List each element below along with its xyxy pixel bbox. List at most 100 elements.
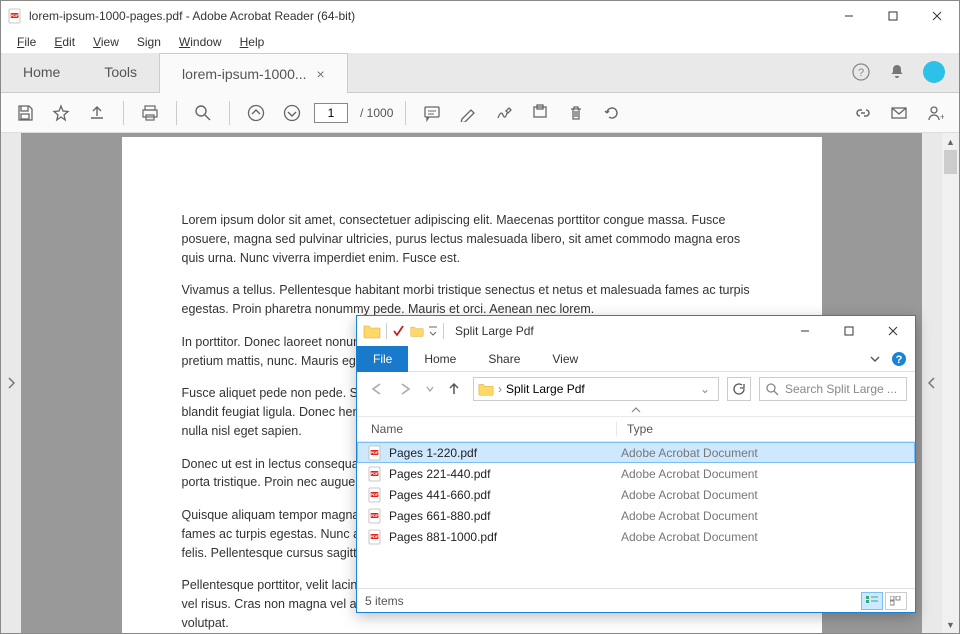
minimize-button[interactable]: [827, 1, 871, 31]
ribbon-help-icon[interactable]: ?: [891, 351, 907, 367]
upload-icon[interactable]: [83, 99, 111, 127]
window-title: lorem-ipsum-1000-pages.pdf - Adobe Acrob…: [29, 9, 827, 23]
scroll-up-icon[interactable]: ▲: [942, 133, 959, 150]
file-name: Pages 661-880.pdf: [389, 509, 621, 523]
titlebar: lorem-ipsum-1000-pages.pdf - Adobe Acrob…: [1, 1, 959, 31]
file-row[interactable]: Pages 661-880.pdfAdobe Acrobat Document: [357, 505, 915, 526]
file-type: Adobe Acrobat Document: [621, 530, 758, 544]
search-placeholder: Search Split Large ...: [785, 382, 897, 396]
menu-window[interactable]: Window: [171, 33, 230, 51]
file-name: Pages 221-440.pdf: [389, 467, 621, 481]
status-text: 5 items: [365, 594, 404, 608]
file-list: Pages 1-220.pdfAdobe Acrobat DocumentPag…: [357, 442, 915, 588]
search-icon: [766, 383, 779, 396]
status-bar: 5 items: [357, 588, 915, 612]
ribbon-file[interactable]: File: [357, 346, 408, 372]
address-dropdown-icon[interactable]: ⌄: [700, 382, 714, 396]
maximize-button[interactable]: [871, 1, 915, 31]
column-header: Name Type: [357, 416, 915, 442]
email-icon[interactable]: [885, 99, 913, 127]
qat-folder-icon[interactable]: [410, 324, 424, 338]
comment-icon[interactable]: [418, 99, 446, 127]
paragraph: Vivamus a tellus. Pellentesque habitant …: [182, 281, 762, 319]
refresh-button[interactable]: [727, 377, 751, 401]
close-button[interactable]: [915, 1, 959, 31]
search-box[interactable]: Search Split Large ...: [759, 377, 907, 401]
explorer-close-button[interactable]: [871, 316, 915, 346]
page-up-icon[interactable]: [242, 99, 270, 127]
vertical-scrollbar[interactable]: ▲ ▼: [942, 133, 959, 633]
file-type: Adobe Acrobat Document: [621, 467, 758, 481]
save-icon[interactable]: [11, 99, 39, 127]
avatar[interactable]: [923, 61, 945, 83]
pdf-icon: [367, 445, 383, 461]
nav-up-button[interactable]: [443, 378, 465, 400]
tab-tools[interactable]: Tools: [82, 52, 159, 92]
folder-icon: [363, 322, 381, 340]
svg-text:?: ?: [896, 354, 903, 366]
bell-icon[interactable]: [887, 62, 907, 82]
nav-history-icon[interactable]: [425, 384, 435, 394]
help-icon[interactable]: ?: [851, 62, 871, 82]
tab-close-icon[interactable]: ×: [317, 66, 325, 82]
pdf-icon: [367, 529, 383, 545]
nav-back-button[interactable]: [365, 378, 387, 400]
stamp-icon[interactable]: [526, 99, 554, 127]
qat-check-icon[interactable]: [392, 324, 406, 338]
scroll-down-icon[interactable]: ▼: [942, 616, 959, 633]
page-number-input[interactable]: [314, 103, 348, 123]
view-icons-button[interactable]: [885, 592, 907, 610]
ribbon-view[interactable]: View: [536, 346, 594, 372]
column-name[interactable]: Name: [357, 422, 617, 436]
file-row[interactable]: Pages 881-1000.pdfAdobe Acrobat Document: [357, 526, 915, 547]
file-name: Pages 1-220.pdf: [389, 446, 621, 460]
menu-view[interactable]: View: [85, 33, 127, 51]
svg-text:+: +: [940, 112, 944, 122]
ribbon-share[interactable]: Share: [472, 346, 536, 372]
explorer-maximize-button[interactable]: [827, 316, 871, 346]
nav-forward-button[interactable]: [395, 378, 417, 400]
address-bar[interactable]: › Split Large Pdf ⌄: [473, 377, 719, 401]
tabbar: Home Tools lorem-ipsum-1000... × ?: [1, 53, 959, 93]
page-down-icon[interactable]: [278, 99, 306, 127]
file-row[interactable]: Pages 1-220.pdfAdobe Acrobat Document: [357, 442, 915, 463]
menu-file[interactable]: File: [9, 33, 44, 51]
link-icon[interactable]: [849, 99, 877, 127]
ribbon-expand-icon[interactable]: [869, 353, 881, 365]
scroll-thumb[interactable]: [944, 150, 957, 174]
print-icon[interactable]: [136, 99, 164, 127]
file-type: Adobe Acrobat Document: [621, 488, 758, 502]
share-user-icon[interactable]: +: [921, 99, 949, 127]
column-type[interactable]: Type: [617, 422, 653, 436]
file-row[interactable]: Pages 221-440.pdfAdobe Acrobat Document: [357, 463, 915, 484]
right-rail[interactable]: [922, 133, 942, 633]
explorer-addressbar-row: › Split Large Pdf ⌄ Search Split Large .…: [357, 372, 915, 406]
qat-dropdown-icon[interactable]: [428, 324, 438, 338]
explorer-titlebar: Split Large Pdf: [357, 316, 915, 346]
view-details-button[interactable]: [861, 592, 883, 610]
menu-edit[interactable]: Edit: [46, 33, 83, 51]
explorer-ribbon: File Home Share View ?: [357, 346, 915, 372]
tab-document[interactable]: lorem-ipsum-1000... ×: [159, 53, 348, 93]
menu-sign[interactable]: Sign: [129, 33, 169, 51]
explorer-window: Split Large Pdf File Home Share View ? ›…: [356, 315, 916, 613]
address-folder-icon: [478, 381, 494, 397]
tab-home[interactable]: Home: [1, 52, 82, 92]
ribbon-home[interactable]: Home: [408, 346, 472, 372]
file-row[interactable]: Pages 441-660.pdfAdobe Acrobat Document: [357, 484, 915, 505]
file-type: Adobe Acrobat Document: [621, 509, 758, 523]
svg-text:?: ?: [858, 67, 864, 79]
star-icon[interactable]: [47, 99, 75, 127]
sign-icon[interactable]: [490, 99, 518, 127]
zoom-icon[interactable]: [189, 99, 217, 127]
address-collapse-icon[interactable]: [630, 406, 642, 414]
pdf-icon: [367, 466, 383, 482]
delete-icon[interactable]: [562, 99, 590, 127]
highlight-icon[interactable]: [454, 99, 482, 127]
left-rail[interactable]: [1, 133, 21, 633]
page-total: / 1000: [360, 106, 393, 120]
toolbar: / 1000 +: [1, 93, 959, 133]
explorer-minimize-button[interactable]: [783, 316, 827, 346]
menu-help[interactable]: Help: [232, 33, 273, 51]
rotate-icon[interactable]: [598, 99, 626, 127]
